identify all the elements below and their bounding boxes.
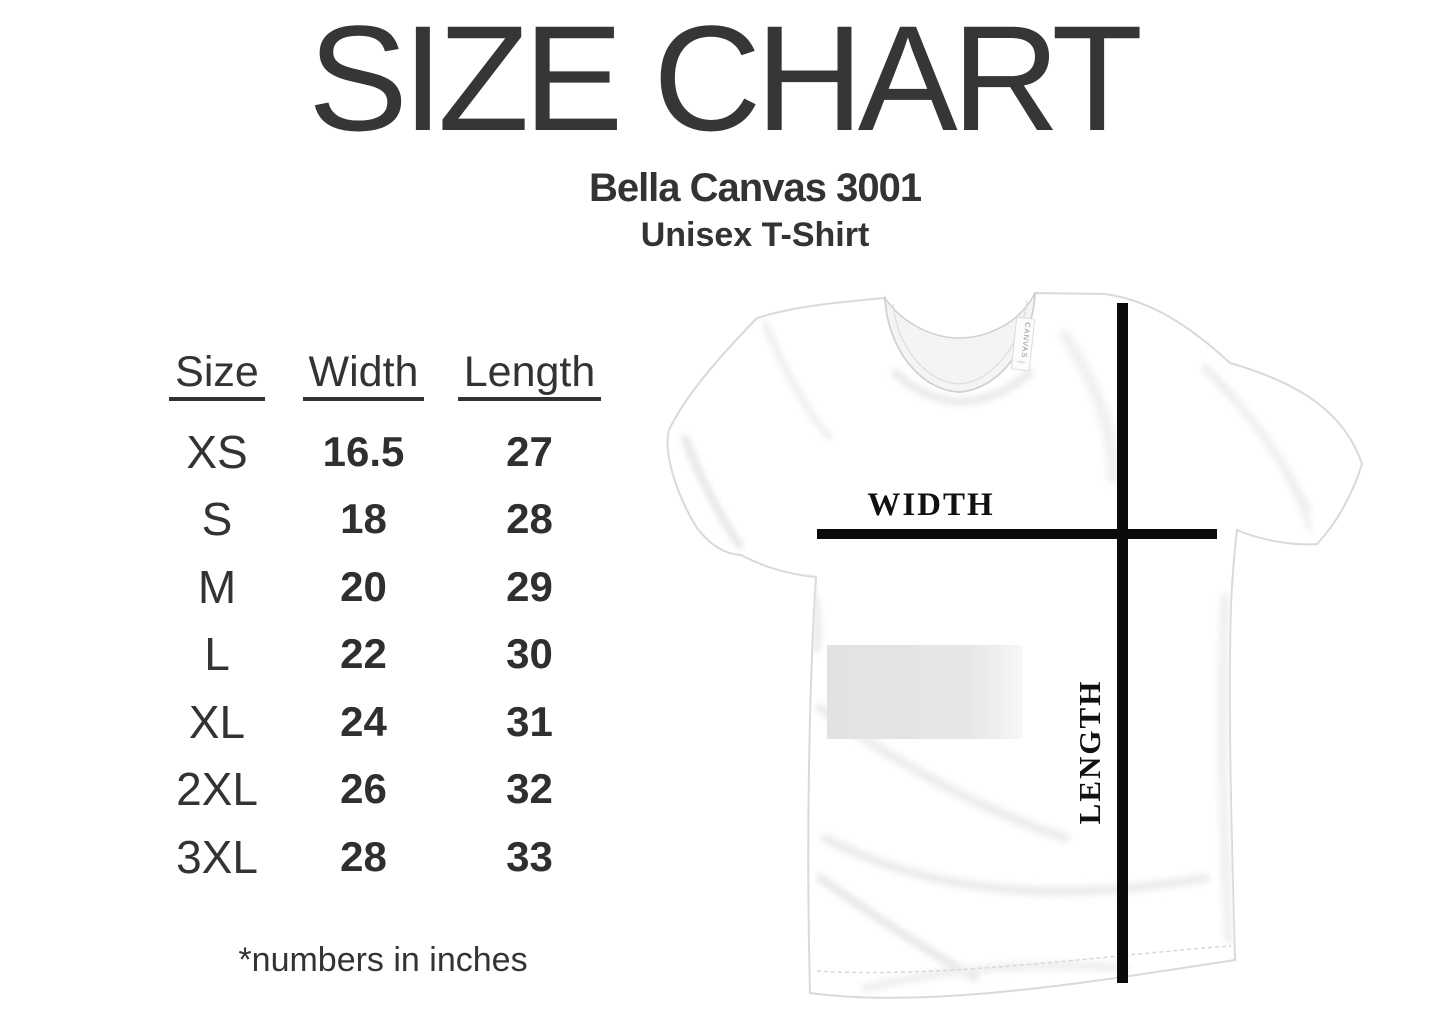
- tshirt-graphic: CANVAS WIDTH LENGTH: [666, 291, 1364, 999]
- width-cell: 26: [340, 765, 387, 813]
- header-width-label: Width: [302, 351, 425, 401]
- width-cell: 18: [340, 495, 387, 543]
- size-table: Size Width Length XS 16.5 27 S 18 28 M 20 29 L 22 3…: [152, 347, 614, 891]
- length-cell: 28: [506, 495, 553, 543]
- hem-stitch: [816, 945, 1232, 974]
- fabric-wrinkles: [681, 305, 1313, 992]
- table-row: M 20 29: [152, 553, 614, 621]
- width-cell: 20: [340, 562, 387, 610]
- table-row: XL 24 31: [152, 688, 614, 756]
- length-label: LENGTH: [1072, 680, 1107, 825]
- size-cell: 3XL: [176, 830, 258, 883]
- width-measure-line: [817, 529, 1217, 539]
- header-length: Length: [445, 351, 614, 401]
- size-cell: 2XL: [176, 763, 258, 816]
- size-cell: S: [201, 493, 233, 546]
- length-cell: 32: [506, 765, 553, 813]
- page-title: SIZE CHART: [307, 0, 1143, 162]
- subtitle-shirt-type: Unisex T-Shirt: [640, 216, 870, 254]
- header-length-label: Length: [457, 351, 602, 401]
- size-cell: XS: [186, 425, 248, 478]
- size-cell: XL: [188, 695, 246, 748]
- table-row: L 22 30: [152, 621, 614, 689]
- size-cell: L: [204, 628, 230, 681]
- table-row: 2XL 26 32: [152, 756, 614, 824]
- length-cell: 30: [506, 630, 553, 678]
- size-table-header-row: Size Width Length: [152, 347, 614, 401]
- watermark-patch: [827, 645, 1023, 739]
- width-cell: 28: [340, 832, 387, 880]
- width-cell: 24: [340, 697, 387, 745]
- header-size-label: Size: [169, 351, 265, 401]
- header-width: Width: [282, 351, 445, 401]
- size-table-rows: XS 16.5 27 S 18 28 M 20 29 L 22 30 XL 24 31 2XL 26 32 3XL 2…: [152, 418, 614, 891]
- width-cell: 22: [340, 630, 387, 678]
- collar-tag: CANVAS: [1011, 316, 1035, 372]
- units-note: *numbers in inches: [238, 941, 528, 979]
- tshirt-illustration: CANVAS WIDTH LENGTH: [645, 278, 1445, 1016]
- length-cell: 33: [506, 832, 553, 880]
- table-row: S 18 28: [152, 486, 614, 554]
- length-cell: 31: [506, 697, 553, 745]
- length-measure-line: [1117, 303, 1128, 983]
- length-cell: 27: [506, 427, 553, 475]
- subtitle-product: Bella Canvas 3001: [588, 166, 922, 210]
- width-label: WIDTH: [867, 487, 994, 523]
- table-row: 3XL 28 33: [152, 823, 614, 891]
- table-row: XS 16.5 27: [152, 418, 614, 486]
- length-cell: 29: [506, 562, 553, 610]
- size-cell: M: [197, 560, 237, 613]
- collar-tag-text: CANVAS: [1020, 322, 1033, 359]
- header-size: Size: [152, 351, 282, 401]
- width-cell: 16.5: [322, 427, 405, 475]
